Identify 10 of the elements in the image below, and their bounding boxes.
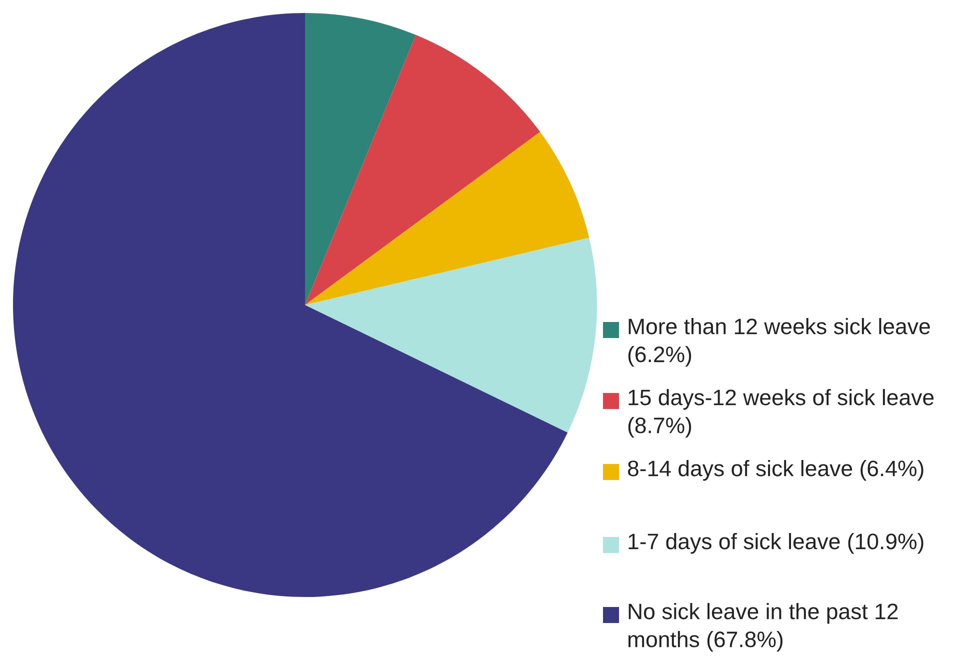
legend-label: More than 12 weeks sick leave (6.2%) bbox=[628, 318, 930, 367]
pie-slice bbox=[305, 13, 416, 305]
pie-slice bbox=[13, 13, 568, 597]
pie-slice bbox=[305, 238, 597, 433]
legend-label: 1-7 days of sick leave (10.9%) bbox=[628, 533, 924, 554]
legend-label: 15 days-12 weeks of sick leave (8.7%) bbox=[628, 389, 934, 438]
pie-slice bbox=[305, 132, 590, 305]
legend-label: 8-14 days of sick leave (6.4%) bbox=[628, 460, 924, 481]
pie-slice bbox=[305, 34, 540, 305]
legend-label: No sick leave in the past 12 months (67.8%) bbox=[628, 603, 898, 652]
